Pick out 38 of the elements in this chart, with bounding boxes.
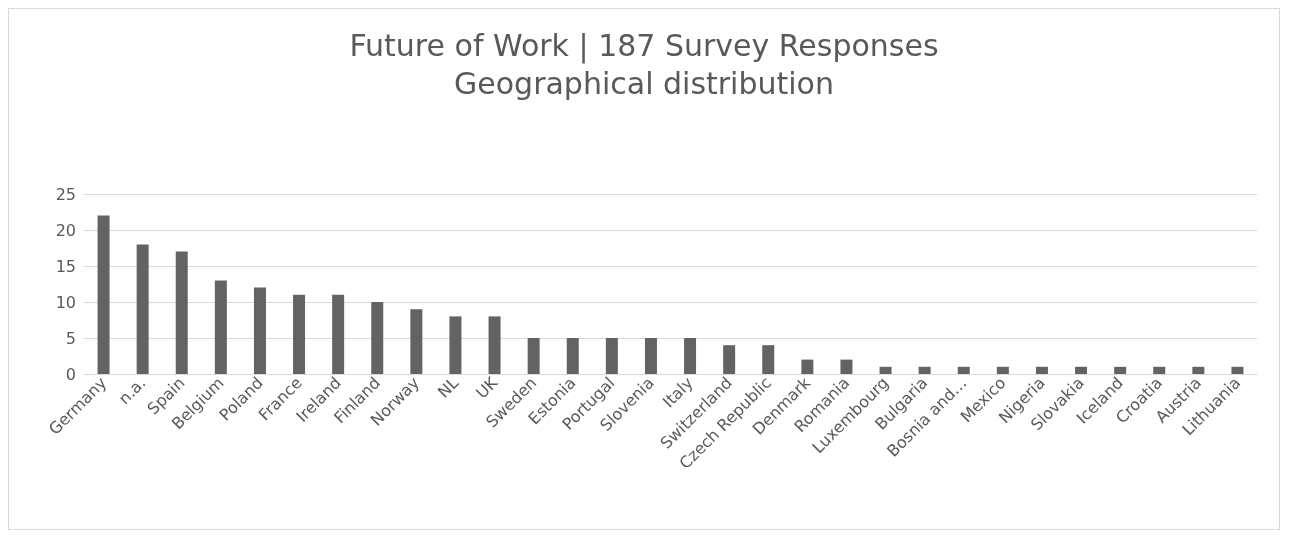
bar <box>566 338 579 374</box>
bar <box>1192 366 1205 374</box>
bar <box>957 366 970 374</box>
bar <box>1231 366 1244 374</box>
bar <box>684 338 697 374</box>
bar <box>175 251 188 374</box>
bar <box>605 338 618 374</box>
bar <box>1035 366 1048 374</box>
bar <box>723 345 736 374</box>
y-tick-label: 15 <box>55 256 76 276</box>
bar <box>1114 366 1127 374</box>
bar <box>762 345 775 374</box>
bar <box>801 359 814 374</box>
bar <box>410 309 423 374</box>
bar <box>449 316 462 374</box>
bar <box>918 366 931 374</box>
bar <box>97 215 110 374</box>
bar <box>488 316 501 374</box>
bar <box>879 366 892 374</box>
chart-title: Future of Work | 187 Survey Responses Geographical distribution <box>349 27 939 101</box>
y-tick-label: 0 <box>65 364 76 384</box>
bar <box>996 366 1009 374</box>
bar <box>840 359 853 374</box>
y-tick-label: 25 <box>55 184 76 204</box>
y-tick-label: 10 <box>55 292 76 312</box>
bar <box>644 338 657 374</box>
bar <box>332 294 345 374</box>
bar <box>293 294 306 374</box>
y-tick-label: 20 <box>55 220 76 240</box>
bar <box>214 280 227 374</box>
x-tick-label: NL <box>433 373 463 402</box>
bar <box>527 338 540 374</box>
bar <box>1153 366 1166 374</box>
bar <box>136 244 149 374</box>
bar <box>1075 366 1088 374</box>
bar <box>371 302 384 374</box>
y-tick-label: 5 <box>65 328 76 348</box>
bar <box>253 287 266 374</box>
